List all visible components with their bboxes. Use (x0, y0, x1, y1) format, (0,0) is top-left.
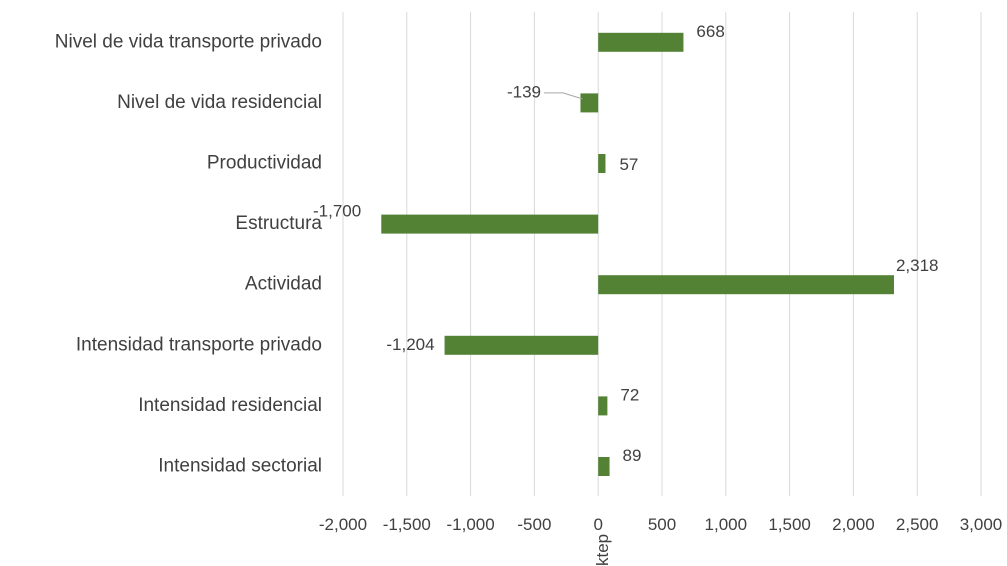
bar (598, 275, 894, 295)
bars (381, 32, 894, 476)
data-label: 2,318 (896, 256, 939, 275)
leader-lines (544, 92, 583, 100)
category-label: Nivel de vida transporte privado (55, 31, 322, 52)
x-tick-label: 1,000 (705, 515, 748, 534)
category-label: Intensidad residencial (138, 395, 322, 416)
x-tick-labels: -2,000 -1,500 -1,000 -500 0 500 1,000 1,500 2,00… (319, 515, 1002, 534)
category-label: Intensidad transporte privado (76, 334, 322, 355)
data-label: -139 (507, 82, 541, 101)
data-label: -1,700 (313, 202, 361, 221)
bar (444, 335, 599, 355)
data-label: 57 (619, 155, 638, 174)
bar (381, 214, 599, 234)
x-tick-label: -1,000 (446, 515, 494, 534)
bar (598, 154, 606, 173)
x-tick-label: 0 (593, 515, 602, 534)
x-tick-label: 1,500 (768, 515, 811, 534)
bar (580, 93, 599, 113)
data-label: -1,204 (386, 335, 434, 354)
bar (598, 32, 684, 52)
x-tick-label: -2,000 (319, 515, 367, 534)
data-label: 668 (696, 22, 724, 41)
leader-line (544, 92, 583, 100)
category-label: Nivel de vida residencial (117, 92, 322, 113)
bar (598, 396, 608, 416)
category-label: Actividad (245, 274, 322, 295)
x-axis-title: ktep (593, 534, 612, 566)
gridlines (342, 12, 982, 496)
category-label: Estructura (235, 213, 322, 234)
data-label: 89 (623, 446, 642, 465)
x-tick-label: -1,500 (383, 515, 431, 534)
category-label: Intensidad sectorial (158, 456, 322, 477)
category-labels: Nivel de vida transporte privado Nivel de… (55, 31, 323, 476)
data-label: 72 (620, 385, 639, 404)
x-tick-label: 3,000 (960, 515, 1003, 534)
x-tick-label: 500 (648, 515, 676, 534)
x-tick-label: -500 (517, 515, 551, 534)
data-labels: 668 -139 57 -1,700 2,318 -1,204 72 89 (313, 22, 939, 465)
category-label: Productividad (207, 153, 322, 174)
bar (598, 457, 610, 476)
x-tick-label: 2,000 (832, 515, 875, 534)
x-tick-label: 2,500 (896, 515, 939, 534)
